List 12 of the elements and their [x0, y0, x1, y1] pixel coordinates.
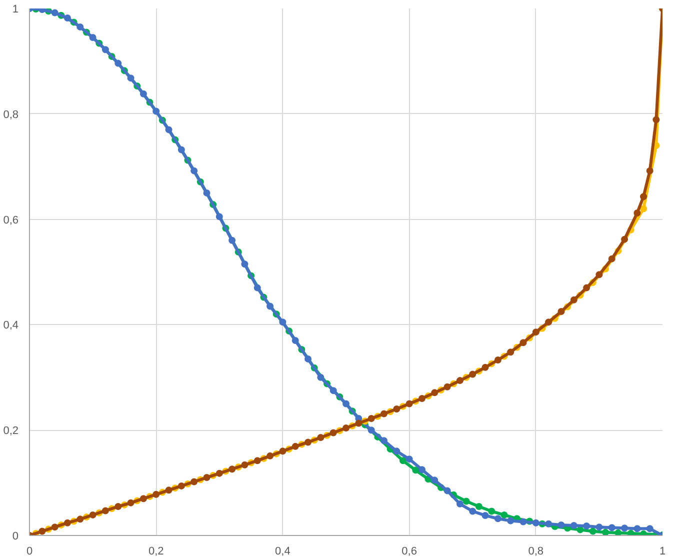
y-tick-label: 0,4 [3, 320, 19, 332]
y-tick-label: 0,2 [3, 425, 19, 438]
x-tick-label: 0,6 [402, 546, 417, 557]
x-tick-label: 0,8 [528, 546, 544, 557]
y-tick-label: 0,6 [3, 214, 19, 226]
x-tick-label: 1 [659, 546, 666, 557]
y-tick-label: 1 [12, 4, 19, 16]
y-tick-label: 0,8 [3, 108, 19, 121]
x-tick-label: 0 [26, 546, 33, 557]
x-tick-label: 0,2 [148, 546, 164, 557]
x-tick-label: 0,4 [275, 546, 290, 557]
y-tick-label: 0 [12, 530, 19, 542]
